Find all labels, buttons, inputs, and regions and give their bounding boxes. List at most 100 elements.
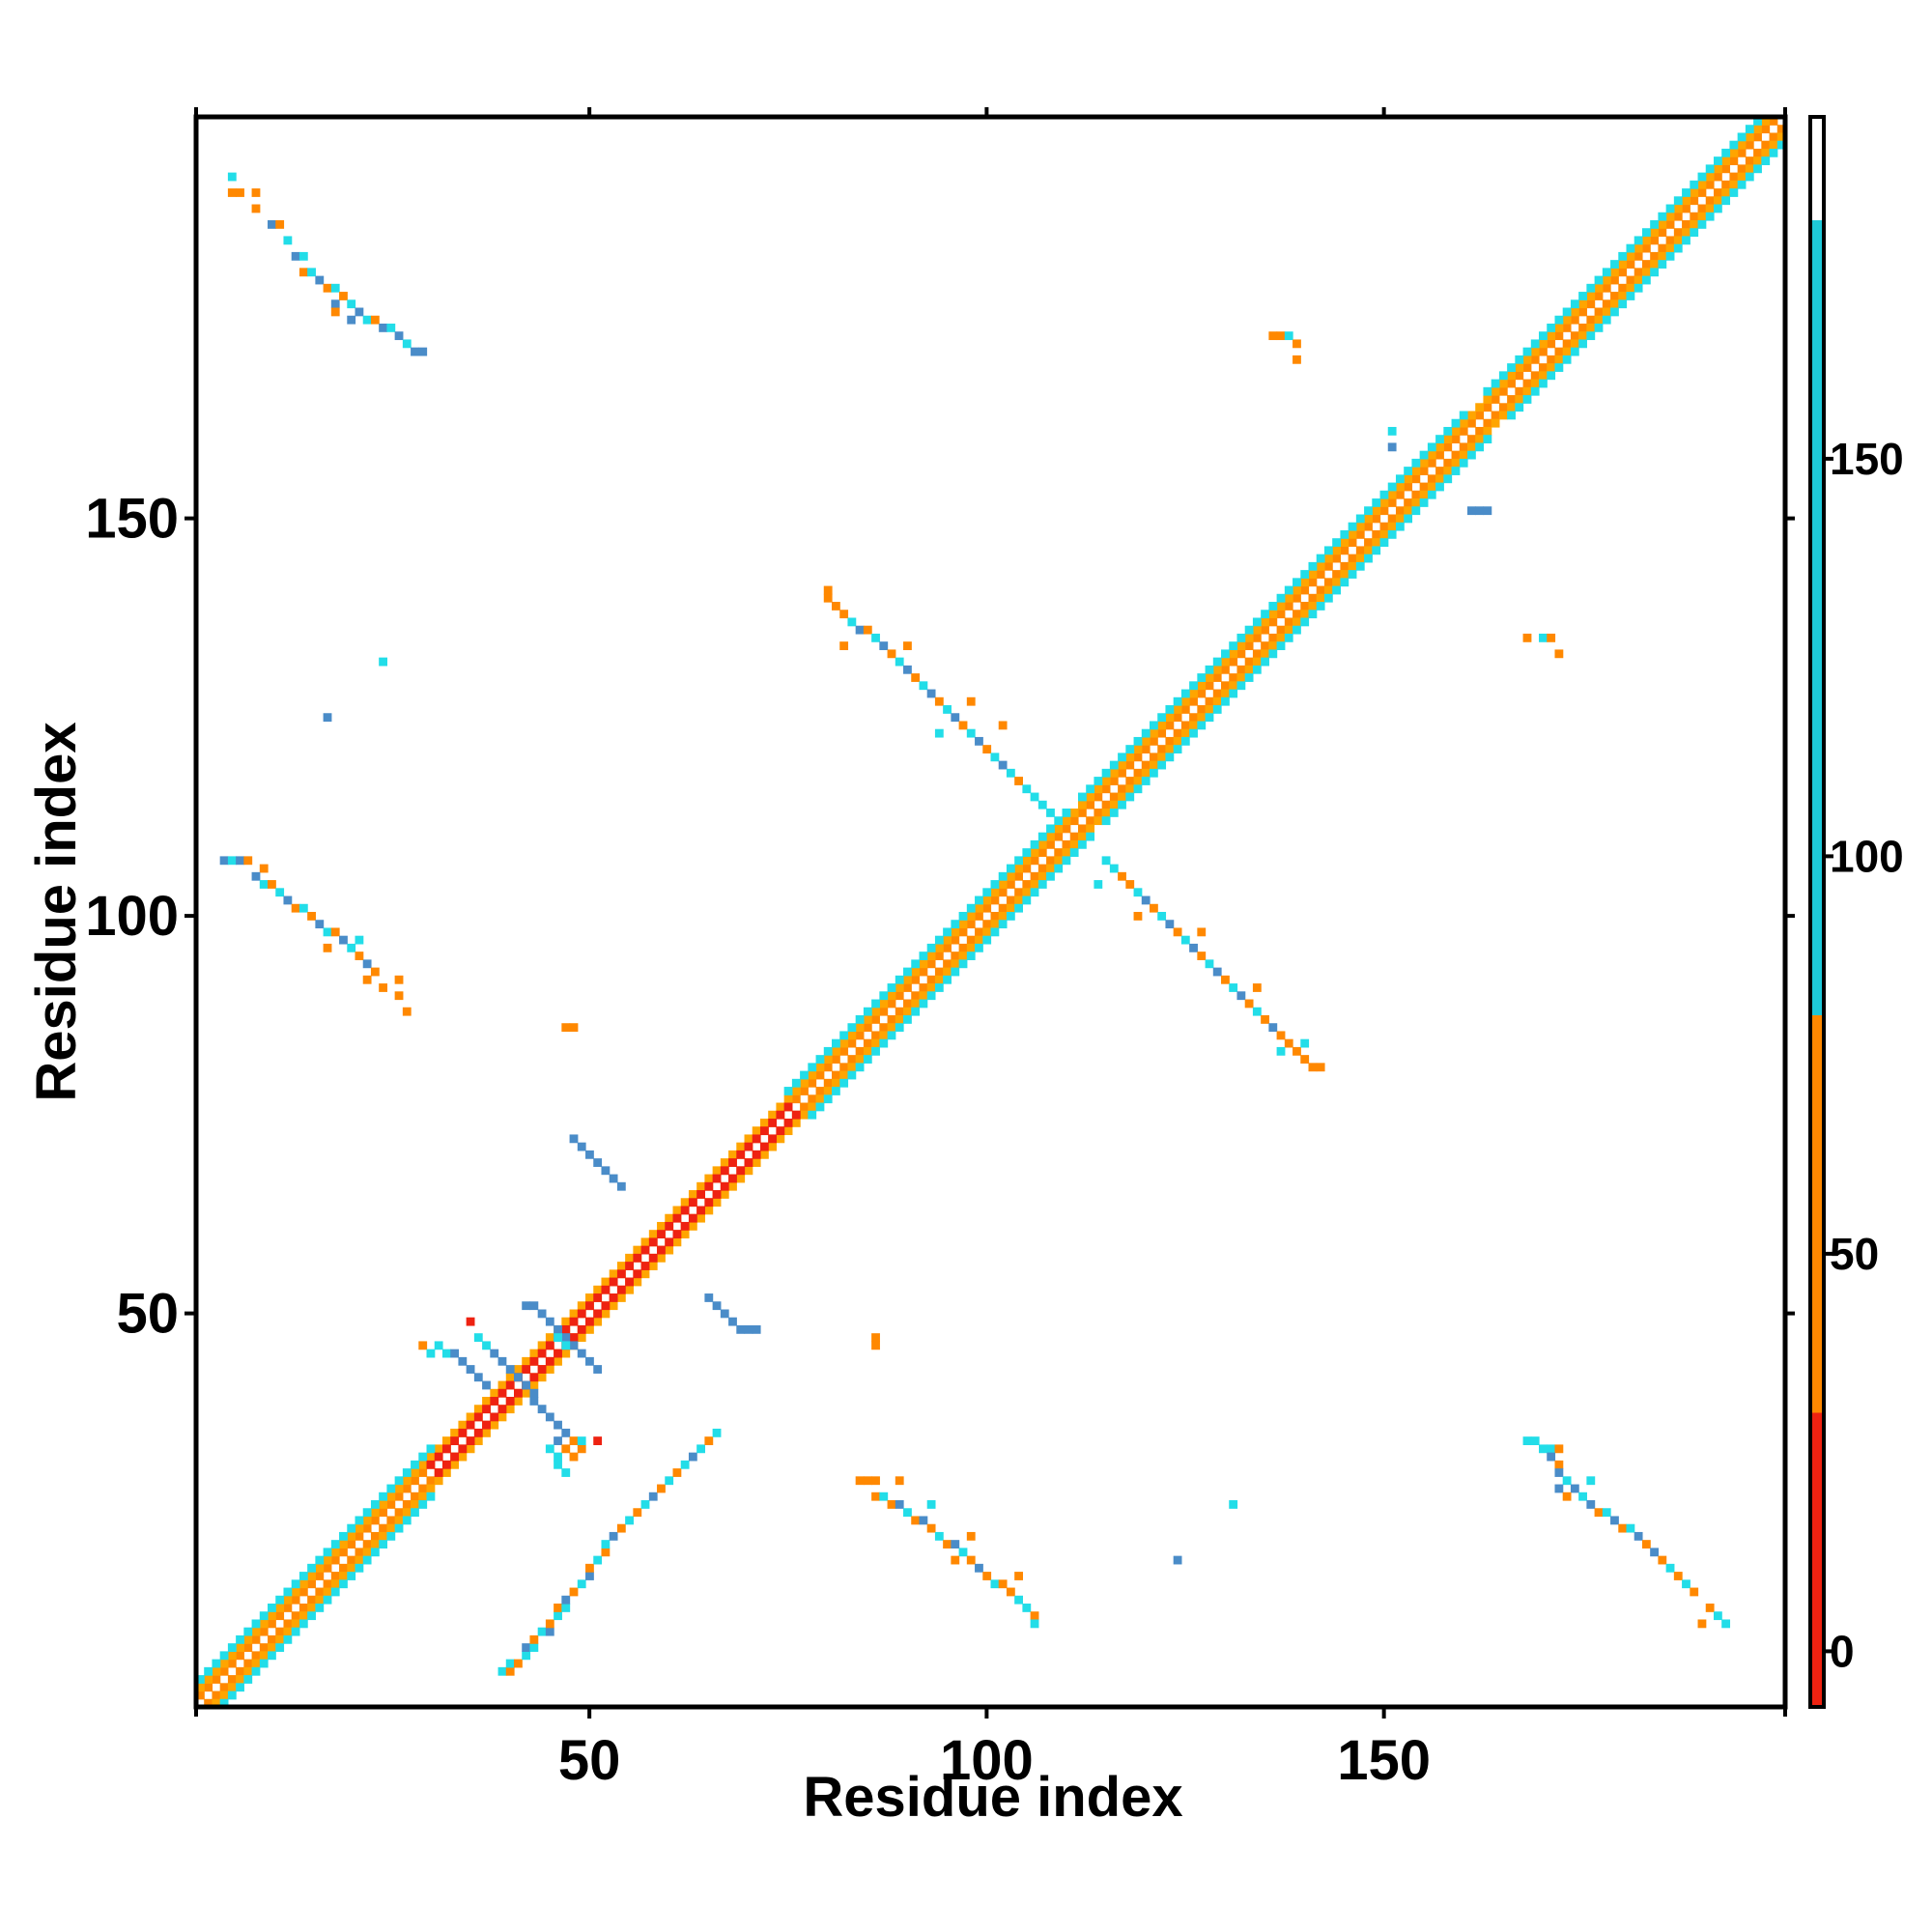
heatmap-cell — [1014, 1595, 1023, 1605]
heatmap-cell — [943, 975, 952, 984]
heatmap-cell — [1054, 816, 1064, 826]
heatmap-cell — [441, 1460, 451, 1469]
heatmap-cell — [1705, 196, 1715, 206]
heatmap-cell — [561, 1317, 571, 1326]
heatmap-cell — [998, 721, 1008, 730]
heatmap-cell — [951, 1540, 960, 1548]
heatmap-cell — [1610, 260, 1619, 269]
heatmap-cell — [728, 1158, 737, 1167]
heatmap-cell — [291, 1595, 300, 1605]
heatmap-cell — [1451, 467, 1461, 475]
heatmap-cell — [1658, 260, 1667, 269]
heatmap-cell — [1634, 283, 1643, 293]
heatmap-cell — [871, 999, 880, 1009]
heatmap-cell — [323, 1595, 332, 1605]
heatmap-cell — [696, 1444, 705, 1454]
heatmap-cell — [1118, 800, 1126, 810]
heatmap-cell — [776, 1134, 785, 1144]
heatmap-cell — [998, 912, 1008, 921]
heatmap-cell — [1411, 458, 1421, 468]
heatmap-cell — [1276, 610, 1286, 619]
heatmap-cell — [1594, 283, 1604, 293]
heatmap-cell — [1554, 355, 1564, 364]
heatmap-cell — [1562, 355, 1572, 364]
heatmap-cell — [473, 1428, 483, 1437]
heatmap-cell — [752, 1134, 761, 1144]
heatmap-cell — [680, 1206, 690, 1215]
heatmap-cell — [1221, 689, 1230, 698]
heatmap-cell — [832, 1078, 840, 1088]
heatmap-cell — [1014, 871, 1023, 881]
heatmap-cell — [1276, 633, 1286, 642]
heatmap-cell — [545, 1317, 554, 1326]
heatmap-cell — [768, 1142, 778, 1151]
heatmap-cell — [1665, 219, 1675, 229]
heatmap-cell — [1737, 148, 1747, 157]
heatmap-cell — [736, 1324, 746, 1334]
heatmap-cell — [990, 895, 1000, 905]
heatmap-cell — [307, 1572, 316, 1580]
heatmap-cell — [1348, 522, 1357, 531]
heatmap-cell — [1006, 768, 1015, 778]
heatmap-cell — [227, 1675, 237, 1684]
heatmap-cell — [601, 1301, 611, 1311]
heatmap-cell — [1037, 848, 1047, 857]
heatmap-cell — [545, 1365, 554, 1374]
heatmap-cell — [1276, 593, 1286, 603]
heatmap-cell — [1109, 864, 1119, 873]
heatmap-cell — [704, 1293, 714, 1302]
heatmap-cell — [1507, 395, 1516, 404]
heatmap-cell — [1006, 864, 1015, 873]
heatmap-cell — [1141, 895, 1151, 905]
heatmap-cell — [776, 1102, 785, 1112]
heatmap-cell — [1690, 1587, 1699, 1597]
heatmap-cell — [1252, 983, 1262, 992]
heatmap-cell — [934, 696, 944, 706]
heatmap-cell — [394, 331, 404, 341]
heatmap-cell — [1395, 506, 1405, 516]
heatmap-cell — [887, 1500, 896, 1509]
heatmap-cell — [1261, 641, 1269, 651]
heatmap-cell — [1189, 728, 1198, 738]
heatmap-cell — [1610, 292, 1619, 300]
heatmap-cell — [522, 1388, 531, 1398]
heatmap-cell — [808, 1063, 817, 1072]
heatmap-cell — [1229, 641, 1238, 651]
heatmap-cell — [1062, 816, 1071, 826]
heatmap-cell — [1690, 212, 1699, 221]
heatmap-cell — [998, 920, 1008, 929]
heatmap-cell — [1665, 243, 1675, 253]
heatmap-cell — [951, 967, 960, 977]
heatmap-cell — [1284, 593, 1293, 603]
heatmap-cell — [1594, 307, 1604, 317]
heatmap-cell — [1268, 617, 1278, 627]
heatmap-cell — [554, 1452, 562, 1462]
heatmap-cell — [744, 1324, 753, 1334]
heatmap-cell — [1507, 371, 1516, 381]
heatmap-cell — [585, 1301, 594, 1311]
heatmap-cell — [426, 1444, 436, 1454]
heatmap-cell — [1236, 681, 1246, 691]
heatmap-cell — [554, 1324, 562, 1334]
heatmap-cell — [1475, 403, 1485, 412]
heatmap-cell — [800, 1087, 809, 1095]
heatmap-cell — [720, 1309, 729, 1319]
heatmap-cell — [1650, 219, 1659, 229]
heatmap-cell — [1022, 864, 1032, 873]
heatmap-cell — [847, 1063, 857, 1072]
heatmap-cell — [347, 315, 356, 325]
heatmap-cell — [1682, 219, 1690, 229]
heatmap-cell — [1332, 578, 1341, 587]
heatmap-cell — [1562, 1492, 1572, 1501]
heatmap-cell — [633, 1277, 642, 1287]
heatmap-cell — [323, 943, 332, 952]
heatmap-cell — [1364, 506, 1373, 516]
heatmap-cell — [370, 1540, 380, 1548]
heatmap-cell — [1459, 418, 1468, 428]
heatmap-cell — [625, 1277, 634, 1287]
heatmap-cell — [1054, 864, 1064, 873]
heatmap-cell — [975, 935, 983, 945]
heatmap-cell — [665, 1476, 674, 1486]
heatmap-cell — [839, 610, 849, 619]
heatmap-cell — [1276, 641, 1286, 651]
